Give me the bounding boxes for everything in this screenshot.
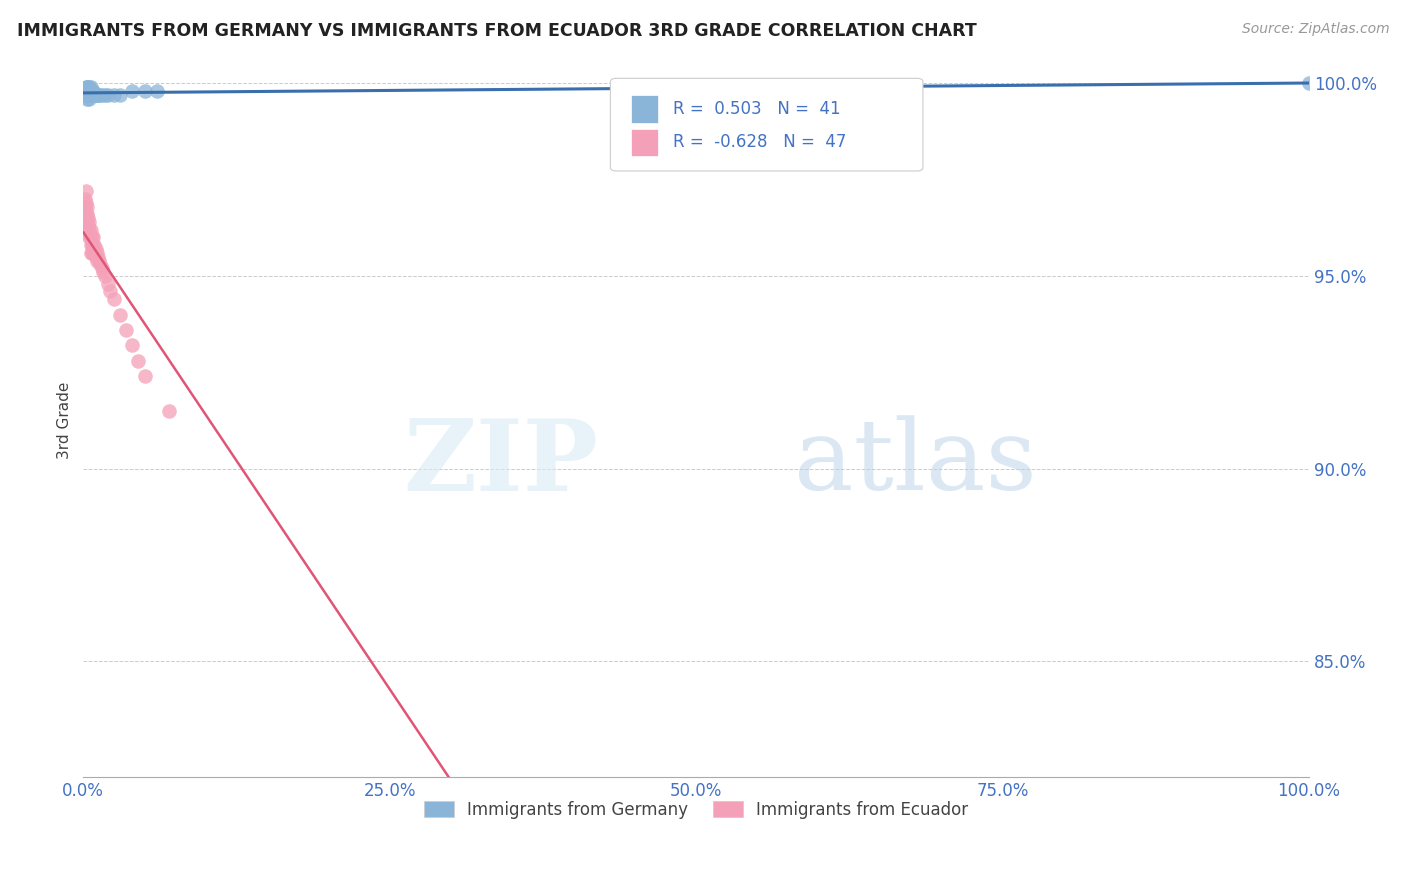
Text: Source: ZipAtlas.com: Source: ZipAtlas.com xyxy=(1241,22,1389,37)
Point xyxy=(87,87,110,102)
Point xyxy=(75,184,97,198)
Point xyxy=(146,84,169,98)
Point xyxy=(79,223,101,237)
Point xyxy=(73,87,96,102)
Point xyxy=(103,87,125,102)
Point xyxy=(80,238,103,252)
Point xyxy=(79,238,101,252)
Point xyxy=(76,200,98,214)
Point xyxy=(79,230,101,244)
Point xyxy=(76,80,98,95)
Point xyxy=(157,404,180,418)
Point xyxy=(94,87,117,102)
Point xyxy=(79,80,101,95)
Point xyxy=(86,87,108,102)
Point xyxy=(73,84,96,98)
Point xyxy=(76,207,98,221)
Point xyxy=(73,200,96,214)
Point xyxy=(77,87,100,102)
Point xyxy=(79,245,101,260)
Point xyxy=(76,215,98,229)
Point xyxy=(87,250,110,264)
Point xyxy=(90,87,112,102)
Text: R =  -0.628   N =  47: R = -0.628 N = 47 xyxy=(673,134,846,152)
Point xyxy=(79,84,101,98)
Point xyxy=(97,87,120,102)
Point xyxy=(91,265,114,279)
Point xyxy=(80,84,103,98)
Point xyxy=(77,219,100,233)
Point xyxy=(86,253,108,268)
Point xyxy=(80,230,103,244)
Point xyxy=(1298,76,1320,90)
Point xyxy=(75,207,97,221)
Point xyxy=(75,87,97,102)
Point xyxy=(84,242,107,256)
Point xyxy=(115,323,138,337)
Point xyxy=(75,84,97,98)
Bar xyxy=(631,95,658,122)
Point xyxy=(82,87,104,102)
Point xyxy=(75,80,97,95)
Point xyxy=(134,369,156,384)
Point xyxy=(82,84,104,98)
Text: R =  0.503   N =  41: R = 0.503 N = 41 xyxy=(673,100,841,118)
Text: atlas: atlas xyxy=(794,416,1038,511)
Point xyxy=(108,308,131,322)
Point xyxy=(86,245,108,260)
Point xyxy=(89,87,111,102)
Text: IMMIGRANTS FROM GERMANY VS IMMIGRANTS FROM ECUADOR 3RD GRADE CORRELATION CHART: IMMIGRANTS FROM GERMANY VS IMMIGRANTS FR… xyxy=(17,22,977,40)
Point xyxy=(73,192,96,206)
Point xyxy=(82,230,104,244)
Point xyxy=(685,80,707,95)
Point xyxy=(90,261,112,276)
Point xyxy=(127,353,149,368)
Y-axis label: 3rd Grade: 3rd Grade xyxy=(58,382,72,459)
Point xyxy=(89,257,111,271)
Legend: Immigrants from Germany, Immigrants from Ecuador: Immigrants from Germany, Immigrants from… xyxy=(418,794,976,826)
Point xyxy=(77,84,100,98)
Point xyxy=(76,87,98,102)
Point xyxy=(76,84,98,98)
Point xyxy=(103,292,125,306)
Point xyxy=(79,80,101,95)
Point xyxy=(77,211,100,226)
Point xyxy=(84,87,107,102)
Point xyxy=(77,80,100,95)
Point xyxy=(83,238,105,252)
Point xyxy=(79,92,101,106)
Point xyxy=(76,92,98,106)
Point xyxy=(121,338,143,352)
Point xyxy=(79,230,101,244)
Point xyxy=(76,219,98,233)
Point xyxy=(79,215,101,229)
Point xyxy=(94,268,117,283)
Point xyxy=(76,84,98,98)
Point xyxy=(82,238,104,252)
Text: ZIP: ZIP xyxy=(404,415,598,512)
Point xyxy=(134,84,156,98)
Point xyxy=(98,285,121,299)
Point xyxy=(75,195,97,210)
Point xyxy=(79,223,101,237)
FancyBboxPatch shape xyxy=(610,78,922,171)
Point xyxy=(82,245,104,260)
Point xyxy=(89,253,111,268)
Point xyxy=(80,245,103,260)
Point xyxy=(79,87,101,102)
Point xyxy=(83,245,105,260)
Point xyxy=(75,84,97,98)
Point xyxy=(84,250,107,264)
Point xyxy=(121,84,143,98)
Bar xyxy=(631,129,658,156)
Point xyxy=(97,277,120,291)
Point xyxy=(79,87,101,102)
Point xyxy=(79,87,101,102)
Point xyxy=(79,84,101,98)
Point xyxy=(83,87,105,102)
Point xyxy=(80,87,103,102)
Point xyxy=(108,87,131,102)
Point xyxy=(77,227,100,241)
